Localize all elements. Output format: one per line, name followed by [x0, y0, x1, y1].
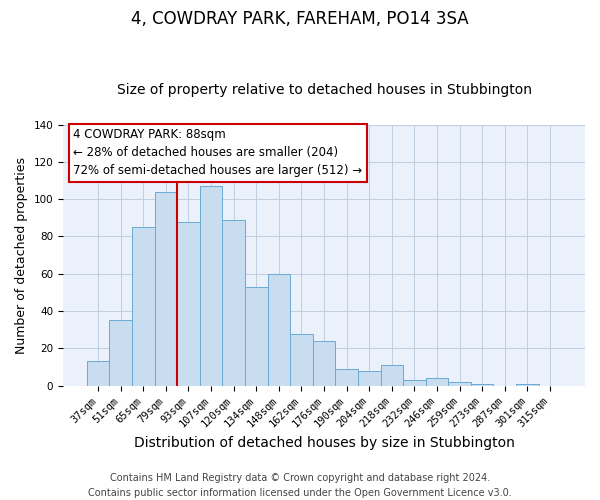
- Bar: [109, 320, 132, 386]
- Bar: [471, 384, 493, 386]
- Bar: [380, 365, 403, 386]
- Y-axis label: Number of detached properties: Number of detached properties: [15, 156, 28, 354]
- Title: Size of property relative to detached houses in Stubbington: Size of property relative to detached ho…: [116, 83, 532, 97]
- Bar: [223, 220, 245, 386]
- Bar: [177, 222, 200, 386]
- Bar: [155, 192, 177, 386]
- Text: 4 COWDRAY PARK: 88sqm
← 28% of detached houses are smaller (204)
72% of semi-det: 4 COWDRAY PARK: 88sqm ← 28% of detached …: [73, 128, 362, 178]
- Bar: [358, 371, 380, 386]
- Bar: [448, 382, 471, 386]
- Text: 4, COWDRAY PARK, FAREHAM, PO14 3SA: 4, COWDRAY PARK, FAREHAM, PO14 3SA: [131, 10, 469, 28]
- Bar: [268, 274, 290, 386]
- Bar: [200, 186, 223, 386]
- Bar: [403, 380, 425, 386]
- Bar: [132, 227, 155, 386]
- Bar: [516, 384, 539, 386]
- Bar: [425, 378, 448, 386]
- Bar: [290, 334, 313, 386]
- Bar: [245, 287, 268, 386]
- Text: Contains HM Land Registry data © Crown copyright and database right 2024.
Contai: Contains HM Land Registry data © Crown c…: [88, 472, 512, 498]
- Bar: [87, 362, 109, 386]
- Bar: [313, 341, 335, 386]
- Bar: [335, 369, 358, 386]
- X-axis label: Distribution of detached houses by size in Stubbington: Distribution of detached houses by size …: [134, 436, 514, 450]
